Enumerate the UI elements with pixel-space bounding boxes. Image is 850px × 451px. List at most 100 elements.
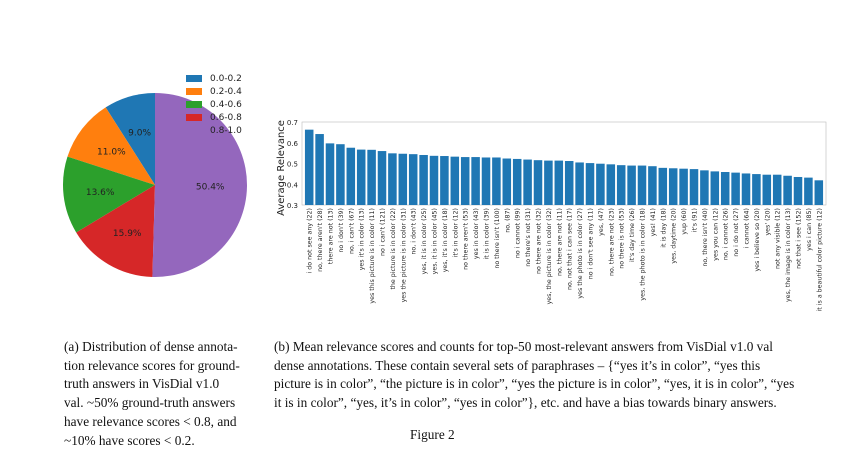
bar (627, 165, 636, 205)
bar (554, 160, 564, 205)
bar (388, 153, 397, 205)
bar (814, 180, 824, 205)
bar (492, 157, 501, 205)
x-tick-labels: i do not see any (22) no, there aren't (2… (307, 208, 824, 311)
x-tick-label: there are not (13) (328, 208, 335, 264)
pie-value-label: 11.0% (97, 148, 126, 158)
y-tick-label: 0.3 (287, 202, 298, 210)
bar (523, 159, 532, 205)
legend-swatch (186, 75, 202, 82)
bar-marks (304, 129, 824, 205)
bar (440, 156, 449, 205)
figure-label: Figure 2 (410, 427, 455, 442)
x-tick-label: yes it's in color (13) (359, 208, 366, 270)
x-tick-label: yes i believe so (20) (754, 208, 761, 272)
bar (783, 175, 792, 205)
pie-value-labels: 9.0%11.0% 13.6% 15.9% 50.4% (86, 128, 225, 239)
caption-a-line: have relevance scores < 0.8, and (64, 413, 237, 429)
x-tick-label: no i do not (27) (733, 208, 740, 257)
bar (398, 153, 408, 205)
pie-chart: 9.0%11.0% 13.6% 15.9% 50.4% (63, 93, 247, 277)
x-tick-label: it is a beautiful color picture (12) (816, 208, 823, 311)
bar (564, 161, 574, 205)
legend-item: 0.4-0.6 (186, 98, 258, 111)
pie-value-label: 15.9% (113, 229, 142, 239)
bar (679, 168, 688, 205)
legend-swatch (186, 88, 202, 95)
bar (346, 147, 356, 205)
legend-item: 0.2-0.4 (186, 85, 258, 98)
bar (616, 165, 626, 205)
pie-value-label: 50.4% (196, 182, 225, 192)
x-tick-label: yup (60) (681, 208, 688, 235)
x-tick-label: yes the picture is in color (31) (400, 208, 407, 302)
x-tick-label: i do not see any (22) (307, 208, 314, 273)
x-tick-label: no there isn't (100) (494, 208, 501, 269)
caption-a-line: tion relevance scores for ground- (64, 357, 240, 373)
bar (408, 154, 418, 205)
bar (481, 157, 491, 205)
x-tick-label: yes, the image is in color (13) (785, 208, 792, 302)
y-tick-label: 0.6 (287, 140, 299, 148)
x-tick-label: no there is not (53) (619, 208, 626, 269)
legend-label: 0.0-0.2 (210, 73, 242, 84)
bar (512, 158, 522, 205)
caption-a-line: val. ~50% ground-truth answers (64, 395, 236, 411)
pie-slice-0.6-0.8 (76, 185, 155, 277)
x-tick-label: yes this picture is in color (11) (369, 208, 376, 304)
bar (793, 176, 803, 205)
bar (325, 143, 335, 205)
bar (419, 154, 428, 205)
x-tick-label: no, there are not (11) (556, 208, 563, 276)
bar (533, 160, 543, 205)
bar (585, 163, 595, 205)
x-tick-label: no, there aren't (28) (317, 208, 324, 272)
x-tick-label: the picture is in color (22) (390, 208, 397, 290)
x-tick-label: no there are not (32) (536, 208, 543, 274)
legend-item: 0.6-0.8 (186, 111, 258, 124)
x-tick-label: no there aren't (53) (463, 208, 470, 270)
caption-a: (a) Distribution of dense annota- tion r… (64, 338, 260, 450)
bar (429, 155, 439, 205)
caption-b-line: picture is in color”, “the picture is in… (274, 376, 795, 392)
bar (471, 157, 480, 205)
bar (637, 165, 647, 205)
plot-frame (301, 121, 827, 206)
legend-swatch (186, 114, 202, 121)
bar (648, 166, 657, 205)
x-tick-label: no, i cannot (26) (723, 208, 730, 260)
x-tick-label: not any visible (12) (775, 208, 782, 269)
bar (460, 157, 470, 205)
x-tick-label: yes, the picture is in color (32) (546, 208, 553, 304)
y-tick-label: 0.4 (287, 181, 299, 189)
x-tick-label: no, i can't (67) (348, 208, 355, 254)
bar (367, 149, 376, 205)
bar (689, 169, 699, 205)
x-tick-label: yes, (47) (598, 208, 605, 236)
x-tick-label: yes the photo is in color (27) (577, 208, 584, 299)
pie-slice-0.8-1.0 (152, 93, 247, 277)
bar (731, 172, 740, 205)
pie-value-label: 13.6% (86, 188, 115, 198)
bar (356, 149, 366, 205)
x-tick-label: no, i don't (43) (411, 208, 418, 255)
x-tick-label: it is in color (39) (484, 208, 491, 259)
legend-item: 0.8-1.0 (186, 124, 258, 137)
x-tick-label: yes! (41) (650, 208, 657, 236)
x-tick-label: no i don't see any (11) (588, 208, 595, 279)
x-tick-label: yes you can (12) (712, 208, 719, 261)
x-tick-label: yes, it is in color (45) (432, 208, 439, 274)
legend-label: 0.2-0.4 (210, 86, 242, 97)
y-tick-label: 0.5 (287, 161, 298, 169)
x-tick-label: no i don't (39) (338, 208, 345, 253)
x-tick-label: yes in color (43) (473, 208, 480, 259)
x-tick-label: yes' (20) (764, 208, 771, 236)
bar (720, 172, 730, 205)
pie-legend: 0.0-0.2 0.2-0.4 0.4-0.6 0.6-0.8 0.8-1.0 (186, 72, 258, 137)
x-tick-label: yes, the photo is in color (18) (640, 208, 647, 301)
x-tick-label: no i cannot (99) (515, 208, 522, 258)
x-tick-label: no there's not (31) (525, 208, 532, 267)
bar (741, 173, 751, 205)
bar (710, 171, 720, 205)
x-tick-label: it's in color (12) (452, 208, 459, 257)
